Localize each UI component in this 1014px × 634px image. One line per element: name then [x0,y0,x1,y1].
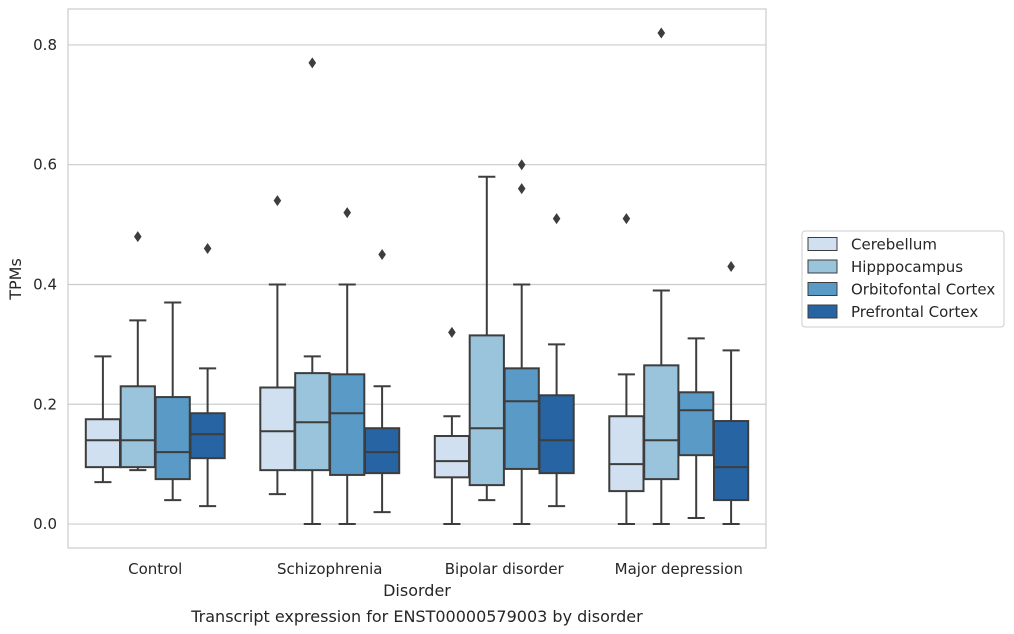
legend-swatch [807,259,838,274]
box-body [608,415,645,493]
outlier-point [273,195,282,207]
box-body [503,367,540,470]
box-prefrontal-cortex [712,261,750,526]
legend-swatch [807,282,838,296]
legend-label: Prefrontal Cortex [851,303,978,321]
legend-label: Orbitofontal Cortex [851,281,995,299]
box-body [189,412,226,460]
box-body [538,394,575,475]
box-orbitofontal-cortex [678,337,715,520]
box-orbitofontal-cortex [503,159,540,526]
outlier-point [552,213,561,225]
legend-swatch [807,304,838,319]
legend-label: Cerebellum [851,236,937,254]
y-tick-label: 0.6 [33,156,57,174]
box-body [84,418,122,469]
y-tick-label: 0.4 [33,275,57,293]
y-tick-label: 0.2 [33,395,57,413]
outlier-point [622,213,631,225]
outlier-point [343,207,351,219]
x-tick-label: Major depression [615,560,743,578]
x-tick-label: Schizophrenia [277,560,382,578]
box-orbitofontal-cortex [329,207,366,526]
outlier-point [308,57,317,69]
legend-swatch [807,237,838,251]
box-body [678,391,715,457]
outlier-point [727,261,735,273]
box-prefrontal-cortex [538,213,575,508]
box-body [433,435,471,479]
outlier-point [203,243,212,255]
outlier-point [448,326,456,338]
box-body [329,373,366,476]
box-body [259,386,296,472]
box-prefrontal-cortex [189,243,226,508]
box-body [154,396,191,481]
box-body [643,364,680,481]
y-tick-labels: 0.0 0.2 0.4 0.6 0.8 [33,36,57,533]
box-cerebellum [433,326,471,526]
box-body [119,385,156,469]
y-tick-label: 0.8 [33,36,57,54]
box-cerebellum [608,213,645,526]
outlier-point [517,183,526,195]
box-plot-marks [84,27,750,526]
x-tick-label: Control [128,560,182,578]
x-axis-label: Disorder [383,581,451,600]
y-tick-label: 0.0 [33,515,57,533]
x-tick-labels: Control Schizophrenia Bipolar disorder Majo… [128,560,743,578]
outlier-point [378,249,386,261]
plot-frame [67,8,767,549]
box-prefrontal-cortex [363,249,401,514]
box-cerebellum [259,195,296,496]
outlier-point [517,159,526,171]
box-orbitofontal-cortex [154,301,191,502]
box-cerebellum [84,355,122,484]
box-hipppocampus [294,57,331,526]
box-body [468,334,505,487]
chart-caption: Transcript expression for ENST0000057900… [190,607,643,626]
box-body [712,420,750,502]
y-axis-label: TPMs [6,258,25,301]
legend: Cerebellum Hipppocampus Orbitofontal Corte… [801,230,1005,328]
legend-frame [801,230,1005,328]
outlier-point [657,27,666,39]
box-hipppocampus [119,231,156,472]
box-body [363,427,401,475]
outlier-point [134,231,142,243]
box-hipppocampus [468,175,505,502]
x-tick-label: Bipolar disorder [445,560,565,578]
legend-label: Hipppocampus [851,258,963,276]
box-hipppocampus [643,27,680,526]
